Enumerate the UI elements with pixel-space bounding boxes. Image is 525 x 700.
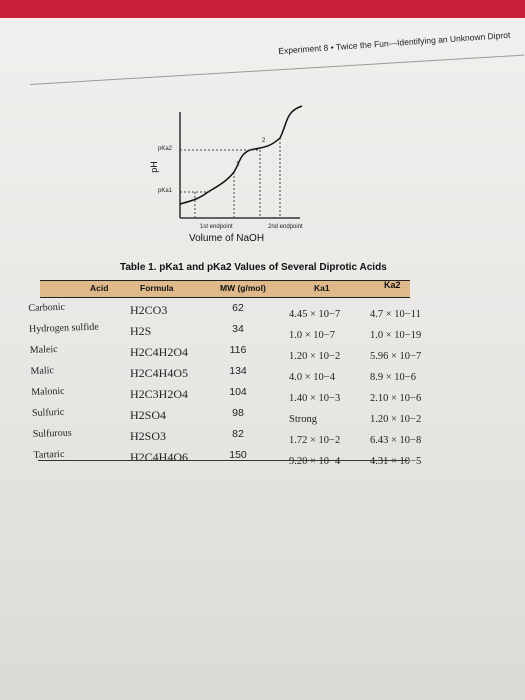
header-k1: Ka1 — [314, 283, 330, 293]
table-cell-mw: 104 — [229, 386, 247, 398]
table-cell-formula: H2S — [130, 324, 152, 338]
paper-page — [0, 18, 525, 700]
table-cell-k1: Strong — [289, 414, 318, 425]
table-cell-k2: 6.43 × 10−8 — [370, 435, 422, 446]
table-cell-mw: 134 — [229, 365, 247, 377]
table-cell-acid: Maleic — [29, 344, 58, 356]
table-caption: Table 1. pKa1 and pKa2 Values of Several… — [120, 262, 387, 273]
table-cell-k1: 1.72 × 10−2 — [289, 435, 341, 446]
table-cell-mw: 98 — [232, 407, 244, 419]
table-cell-acid: Sulfuric — [31, 406, 65, 419]
table-cell-formula: H2C3H2O4 — [130, 387, 189, 401]
table-cell-mw: 34 — [232, 323, 244, 335]
table-header-row: Acid Formula MW (g/mol) Ka1 — [40, 280, 410, 298]
titration-curve: pKa2 pKa1 1 2 1st endpoint 2nd endpoint — [140, 92, 360, 252]
table-bottom-rule — [38, 460, 408, 461]
y-axis-label: pH — [148, 161, 159, 173]
table-cell-acid: Tartaric — [33, 448, 65, 461]
titration-curve-svg — [179, 105, 303, 219]
pka1-label: pKa1 — [158, 188, 173, 194]
k2-column: 4.7 × 10−11 1.0 × 10−19 5.96 × 10−7 8.9 … — [370, 304, 421, 472]
table-cell-k1: 1.0 × 10−7 — [289, 330, 335, 341]
table-cell-k1: 1.20 × 10−2 — [289, 351, 341, 362]
table-cell-acid: Hydrogen sulfide — [28, 321, 99, 335]
table-cell-formula: H2SO3 — [130, 429, 167, 443]
formula-column: H2CO3 H2S H2C4H2O4 H2C4H4O5 H2C3H2O4 H2S… — [130, 300, 188, 468]
table-cell-mw: 150 — [229, 449, 247, 461]
table-cell-acid: Malonic — [31, 385, 65, 398]
header-formula: Formula — [140, 283, 174, 293]
table-cell-k1: 9.20 × 10−4 — [289, 456, 341, 467]
background-strip — [0, 0, 525, 20]
header-k2: Ka2 — [384, 280, 401, 290]
table-cell-k2: 5.96 × 10−7 — [370, 351, 422, 362]
table-cell-k2: 4.7 × 10−11 — [370, 309, 421, 320]
table-cell-formula: H2C4H4O5 — [130, 366, 189, 380]
pka2-label: pKa2 — [158, 146, 173, 152]
table-cell-formula: H2C4H4O6 — [130, 450, 189, 464]
mw-column: 62 34 116 134 104 98 82 150 — [224, 298, 252, 466]
acid-column: Carbonic Hydrogen sulfide Maleic Malic M… — [28, 296, 104, 466]
table-cell-acid: Sulfurous — [32, 427, 72, 440]
acid-table: Acid Formula MW (g/mol) Ka1 Ka2 Carbonic… — [24, 276, 500, 486]
table-cell-acid: Malic — [30, 365, 55, 377]
point2-label: 2 — [262, 138, 266, 144]
header-mw: MW (g/mol) — [220, 283, 266, 293]
endpoint1-label: 1st endpoint — [200, 224, 233, 230]
table-cell-k2: 1.20 × 10−2 — [370, 414, 422, 425]
table-cell-k2: 1.0 × 10−19 — [370, 330, 422, 341]
point1-label: 1 — [236, 162, 240, 168]
table-cell-mw: 62 — [232, 302, 244, 314]
table-cell-mw: 82 — [232, 428, 244, 440]
table-cell-mw: 116 — [229, 344, 247, 356]
table-cell-acid: Carbonic — [28, 301, 66, 314]
table-cell-k2: 4.31 × 10−5 — [370, 456, 422, 467]
curve-line — [179, 105, 303, 205]
table-cell-k1: 1.40 × 10−3 — [289, 393, 341, 404]
table-cell-formula: H2C4H2O4 — [130, 345, 189, 359]
table-cell-k2: 2.10 × 10−6 — [370, 393, 422, 404]
table-cell-k1: 4.0 × 10−4 — [289, 372, 335, 383]
table-cell-formula: H2SO4 — [130, 408, 167, 422]
table-cell-formula: H2CO3 — [130, 303, 168, 317]
k1-column: 4.45 × 10−7 1.0 × 10−7 1.20 × 10−2 4.0 ×… — [289, 304, 340, 472]
table-cell-k2: 8.9 × 10−6 — [370, 372, 416, 383]
header-acid: Acid — [90, 283, 109, 293]
endpoint2-label: 2nd endpoint — [268, 224, 303, 230]
table-cell-k1: 4.45 × 10−7 — [289, 309, 341, 320]
x-axis-label: Volume of NaOH — [189, 233, 265, 244]
